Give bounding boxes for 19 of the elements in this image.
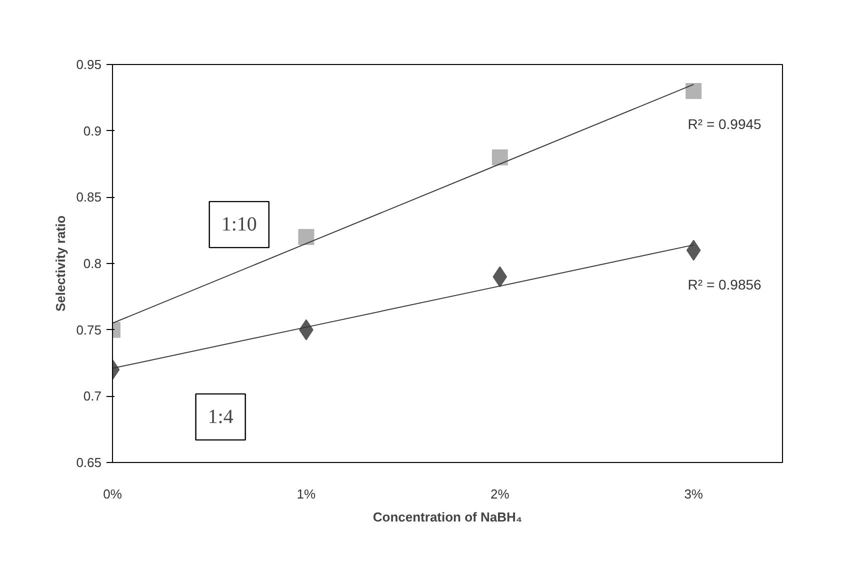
y-tick-label: 0.75	[76, 322, 102, 338]
y-axis-title: Selectivity ratio	[53, 215, 68, 312]
y-tick-label: 0.9	[83, 123, 102, 138]
annotation: 1:10	[221, 214, 257, 236]
y-tick-label: 0.85	[76, 190, 102, 205]
y-tick-label: 0.65	[76, 455, 102, 470]
x-axis-title: Concentration of NaBH₄	[372, 510, 522, 524]
annotation: 1:4	[208, 406, 234, 428]
x-tick-label: 0%	[103, 486, 122, 502]
x-tick-label: 1%	[296, 486, 316, 502]
y-tick-label: 0.95	[76, 57, 102, 72]
point	[492, 149, 508, 166]
x-tick-label: 3%	[684, 486, 704, 502]
y-tick-label: 0.7	[83, 388, 102, 404]
y-tick-label: 0.8	[83, 256, 102, 271]
x-tick-label: 2%	[490, 486, 510, 502]
point	[686, 83, 702, 100]
annotation: R² = 0.9945	[688, 116, 762, 132]
annotation: R² = 0.9856	[688, 276, 762, 293]
